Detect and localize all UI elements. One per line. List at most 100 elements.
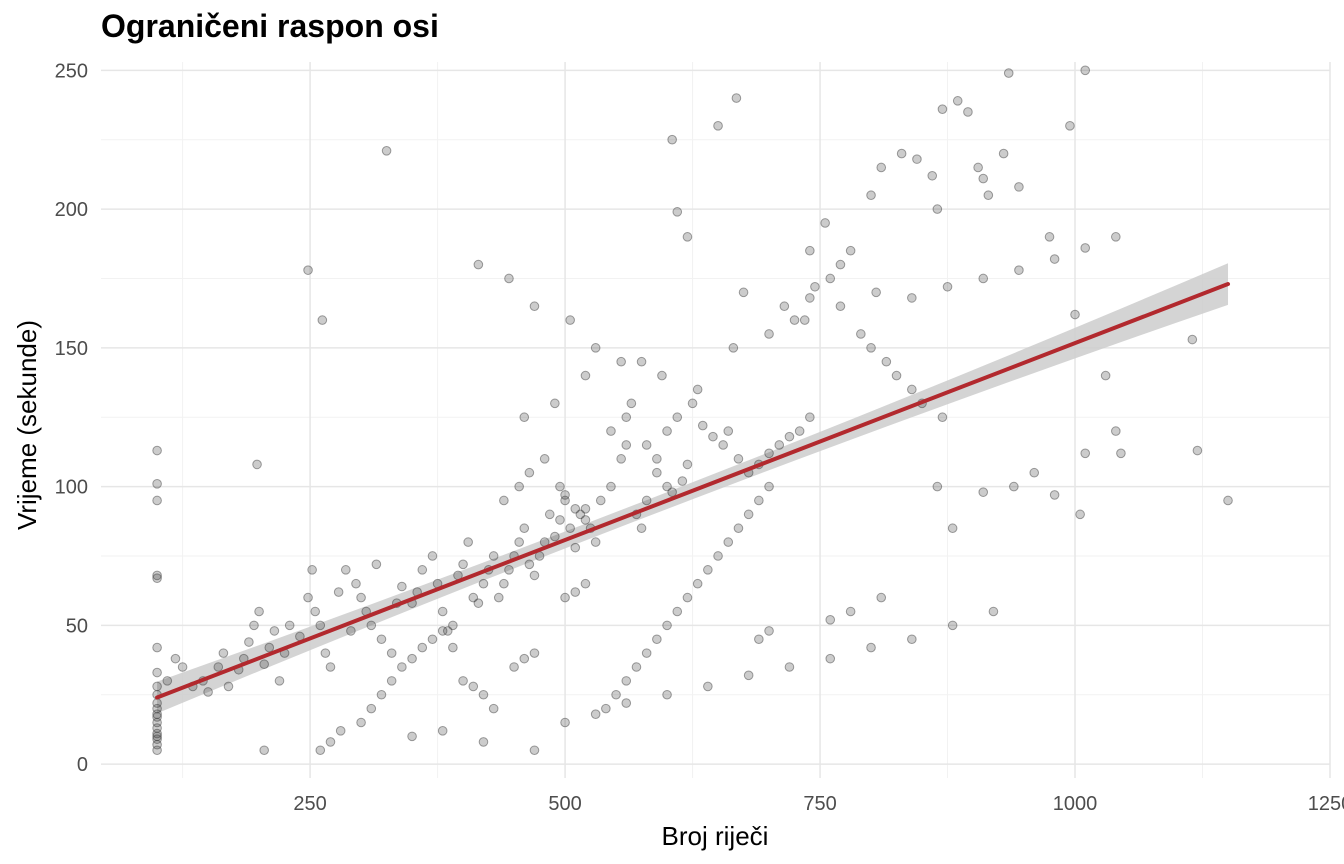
data-point: [478, 737, 489, 747]
data-point: [713, 121, 723, 131]
data-point: [468, 681, 479, 692]
data-point: [269, 626, 280, 636]
data-point: [1116, 448, 1126, 459]
data-point: [932, 204, 943, 214]
data-point: [835, 259, 846, 270]
data-point: [662, 481, 672, 492]
data-point: [667, 487, 677, 497]
y-tick-label: 250: [55, 60, 88, 82]
data-point: [473, 259, 484, 270]
data-point: [1065, 121, 1075, 131]
data-point: [1100, 370, 1111, 381]
data-point: [876, 592, 887, 603]
data-point: [152, 573, 162, 583]
confidence-band-area: [157, 263, 1229, 714]
data-point: [397, 662, 407, 672]
data-point: [983, 190, 994, 201]
data-point: [152, 734, 162, 744]
data-points: [152, 65, 1233, 756]
data-point: [386, 648, 397, 658]
data-point: [942, 281, 953, 292]
data-point: [427, 634, 438, 645]
data-point: [376, 689, 387, 700]
data-point: [340, 565, 351, 575]
data-point: [805, 245, 815, 256]
data-point: [570, 542, 581, 553]
data-point: [488, 703, 499, 714]
data-point: [152, 703, 162, 714]
data-point: [764, 329, 774, 339]
data-point: [555, 481, 565, 492]
data-point: [152, 681, 162, 692]
data-point: [437, 606, 448, 617]
data-point: [509, 662, 519, 672]
data-point: [789, 315, 800, 325]
data-point: [703, 681, 713, 692]
data-point: [708, 431, 718, 442]
data-point: [1192, 445, 1203, 456]
data-point: [580, 578, 591, 589]
data-point: [254, 606, 264, 617]
data-point: [590, 709, 601, 719]
data-point: [529, 745, 540, 756]
data-point: [947, 620, 958, 631]
data-point: [973, 162, 983, 173]
data-point: [417, 565, 428, 575]
data-point: [866, 642, 876, 653]
data-point: [152, 728, 162, 739]
data-point: [1014, 182, 1024, 192]
data-point: [555, 515, 565, 525]
data-point: [845, 245, 856, 256]
data-point: [252, 459, 262, 470]
data-point: [764, 448, 774, 459]
data-point: [524, 467, 535, 478]
data-point: [631, 662, 642, 672]
data-point: [177, 662, 188, 672]
x-tick-label: 1000: [1053, 793, 1098, 815]
data-point: [1003, 68, 1014, 78]
regression-line: [155, 282, 1231, 700]
data-point: [565, 315, 575, 325]
data-point: [978, 273, 989, 284]
data-point: [437, 626, 448, 636]
data-point: [575, 509, 586, 520]
y-tick-label: 100: [55, 477, 88, 499]
data-point: [152, 642, 162, 653]
data-point: [733, 523, 744, 534]
data-point: [162, 676, 173, 686]
data-point: [611, 689, 621, 700]
data-point: [1014, 265, 1024, 275]
y-axis-ticks: 0 50 100 150 200 250: [55, 60, 88, 776]
data-point: [427, 551, 438, 561]
data-point: [672, 207, 683, 217]
data-point: [499, 495, 509, 506]
data-point: [320, 648, 331, 658]
data-point: [213, 662, 224, 672]
data-point: [303, 592, 313, 603]
data-point: [731, 93, 742, 103]
data-point: [448, 642, 458, 653]
data-point: [912, 154, 922, 164]
data-point: [565, 523, 575, 534]
data-point: [417, 642, 428, 653]
data-point: [463, 537, 473, 547]
data-point: [677, 476, 688, 486]
grid-lines: [101, 62, 1331, 778]
data-point: [560, 717, 570, 728]
data-point: [626, 398, 637, 409]
data-point: [458, 676, 468, 686]
data-point: [866, 343, 876, 353]
data-point: [366, 703, 377, 714]
data-point: [519, 523, 530, 534]
data-point: [805, 293, 815, 303]
data-point: [514, 537, 524, 547]
data-point: [636, 356, 647, 367]
data-point: [657, 370, 667, 381]
data-point: [1223, 495, 1233, 506]
data-point: [805, 412, 815, 423]
data-point: [825, 653, 836, 664]
data-point: [932, 481, 943, 492]
data-point: [493, 592, 504, 603]
data-point: [152, 739, 162, 750]
